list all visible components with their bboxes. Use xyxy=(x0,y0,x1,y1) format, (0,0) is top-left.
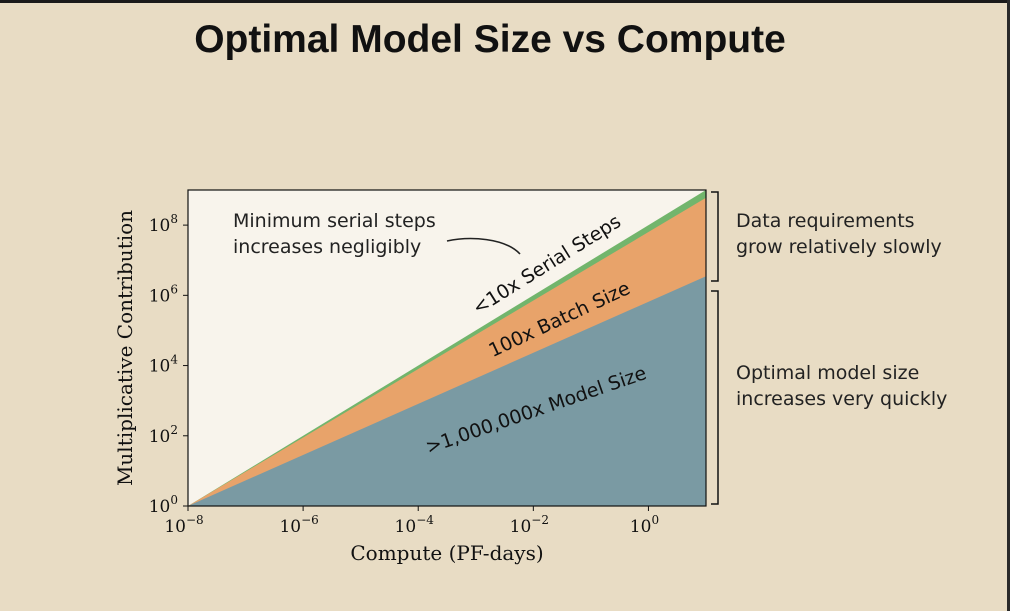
model-size-note: Optimal model size increases very quickl… xyxy=(736,360,947,412)
x-tick-label: 10−4 xyxy=(395,513,435,537)
y-tick-label: 102 xyxy=(149,423,178,447)
data-note-line1: Data requirements xyxy=(736,210,915,232)
y-tick-label: 100 xyxy=(149,493,178,517)
serial-note-line1: Minimum serial steps xyxy=(233,210,436,232)
page-title: Optimal Model Size vs Compute xyxy=(194,18,786,61)
area-model-size xyxy=(188,276,706,506)
top-edge xyxy=(0,0,1010,3)
data-requirements-note: Data requirements grow relatively slowly xyxy=(736,208,942,260)
y-tick-label: 104 xyxy=(149,353,179,377)
y-axis-ticks: 100 102 104 106 108 xyxy=(149,212,188,517)
area-layers xyxy=(188,190,706,506)
y-tick-label: 106 xyxy=(149,282,178,306)
x-tick-label: 10−6 xyxy=(279,513,318,537)
data-note-line2: grow relatively slowly xyxy=(736,236,942,258)
x-axis-ticks: 10−8 10−6 10−4 10−2 100 xyxy=(164,506,659,537)
x-tick-label: 100 xyxy=(630,513,659,537)
data-requirements-bracket xyxy=(711,191,719,282)
model-size-bracket xyxy=(711,290,719,505)
y-tick-label: 108 xyxy=(149,212,178,236)
y-axis-label: Multiplicative Contribution xyxy=(113,210,137,486)
right-edge xyxy=(1007,0,1010,611)
model-note-line2: increases very quickly xyxy=(736,388,948,410)
serial-note-line2: increases negligibly xyxy=(233,236,421,258)
serial-note-arrow xyxy=(446,237,521,255)
x-axis-label: Compute (PF-days) xyxy=(350,541,543,565)
x-tick-label: 10−2 xyxy=(510,513,549,537)
plot-frame xyxy=(187,189,707,507)
x-tick-label: 10−8 xyxy=(164,513,203,537)
model-note-line1: Optimal model size xyxy=(736,362,920,384)
